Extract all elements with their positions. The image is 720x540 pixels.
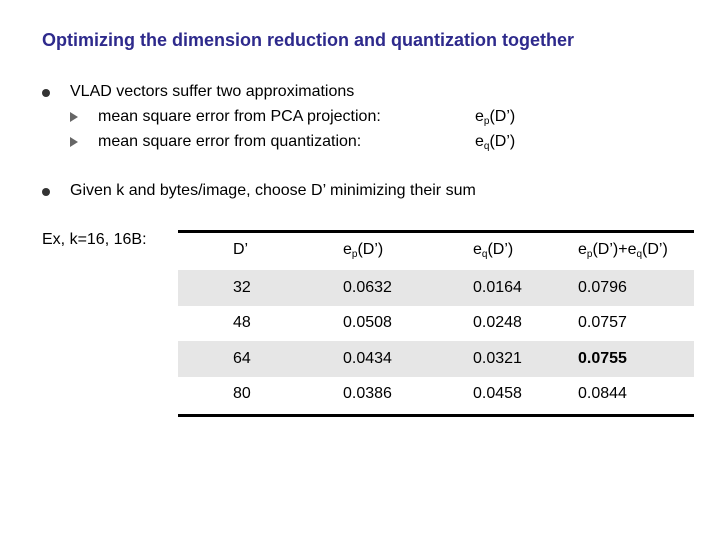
table-bottom-rule [178,414,694,417]
cell-ep: 0.0508 [343,314,392,331]
bullet-dot-icon [42,89,50,97]
header-d: D’ [233,241,249,258]
cell-sum-minimum: 0.0755 [578,350,627,367]
bullet-text: VLAD vectors suffer two approximations [70,83,355,100]
cell-eq: 0.0321 [473,350,522,367]
triangle-bullet-icon [70,112,78,122]
bullet-dot-icon [42,188,50,196]
example-label: Ex, k=16, 16B: [42,231,147,248]
cell-d: 80 [233,385,251,402]
bullet-text: Given k and bytes/image, choose D’ minim… [70,182,476,199]
cell-sum: 0.0796 [578,279,627,296]
cell-sum: 0.0844 [578,385,627,402]
cell-eq: 0.0458 [473,385,522,402]
cell-d: 32 [233,279,251,296]
cell-d: 64 [233,350,251,367]
table-row: 64 0.0434 0.0321 0.0755 [178,341,694,377]
slide-title: Optimizing the dimension reduction and q… [42,30,574,50]
sub-bullet-text: mean square error from quantization: [98,133,362,150]
sub-bullet-text: mean square error from PCA projection: [98,108,381,125]
table-row: 80 0.0386 0.0458 0.0844 [178,376,694,412]
cell-ep: 0.0386 [343,385,392,402]
cell-sum: 0.0757 [578,314,627,331]
quantization-error-symbol: eq(D’) [475,133,516,152]
header-sum: ep(D’)+eq(D’) [578,241,668,260]
cell-eq: 0.0164 [473,279,522,296]
pca-error-symbol: ep(D’) [475,108,516,127]
cell-ep: 0.0632 [343,279,392,296]
table-row: 32 0.0632 0.0164 0.0796 [178,270,694,306]
triangle-bullet-icon [70,137,78,147]
cell-d: 48 [233,314,251,331]
cell-ep: 0.0434 [343,350,392,367]
table-row: 48 0.0508 0.0248 0.0757 [178,305,694,341]
header-ep: ep(D’) [343,241,384,260]
header-eq: eq(D’) [473,241,514,260]
table-header-row: D’ ep(D’) eq(D’) ep(D’)+eq(D’) [178,230,694,270]
cell-eq: 0.0248 [473,314,522,331]
table-top-rule [178,230,694,233]
